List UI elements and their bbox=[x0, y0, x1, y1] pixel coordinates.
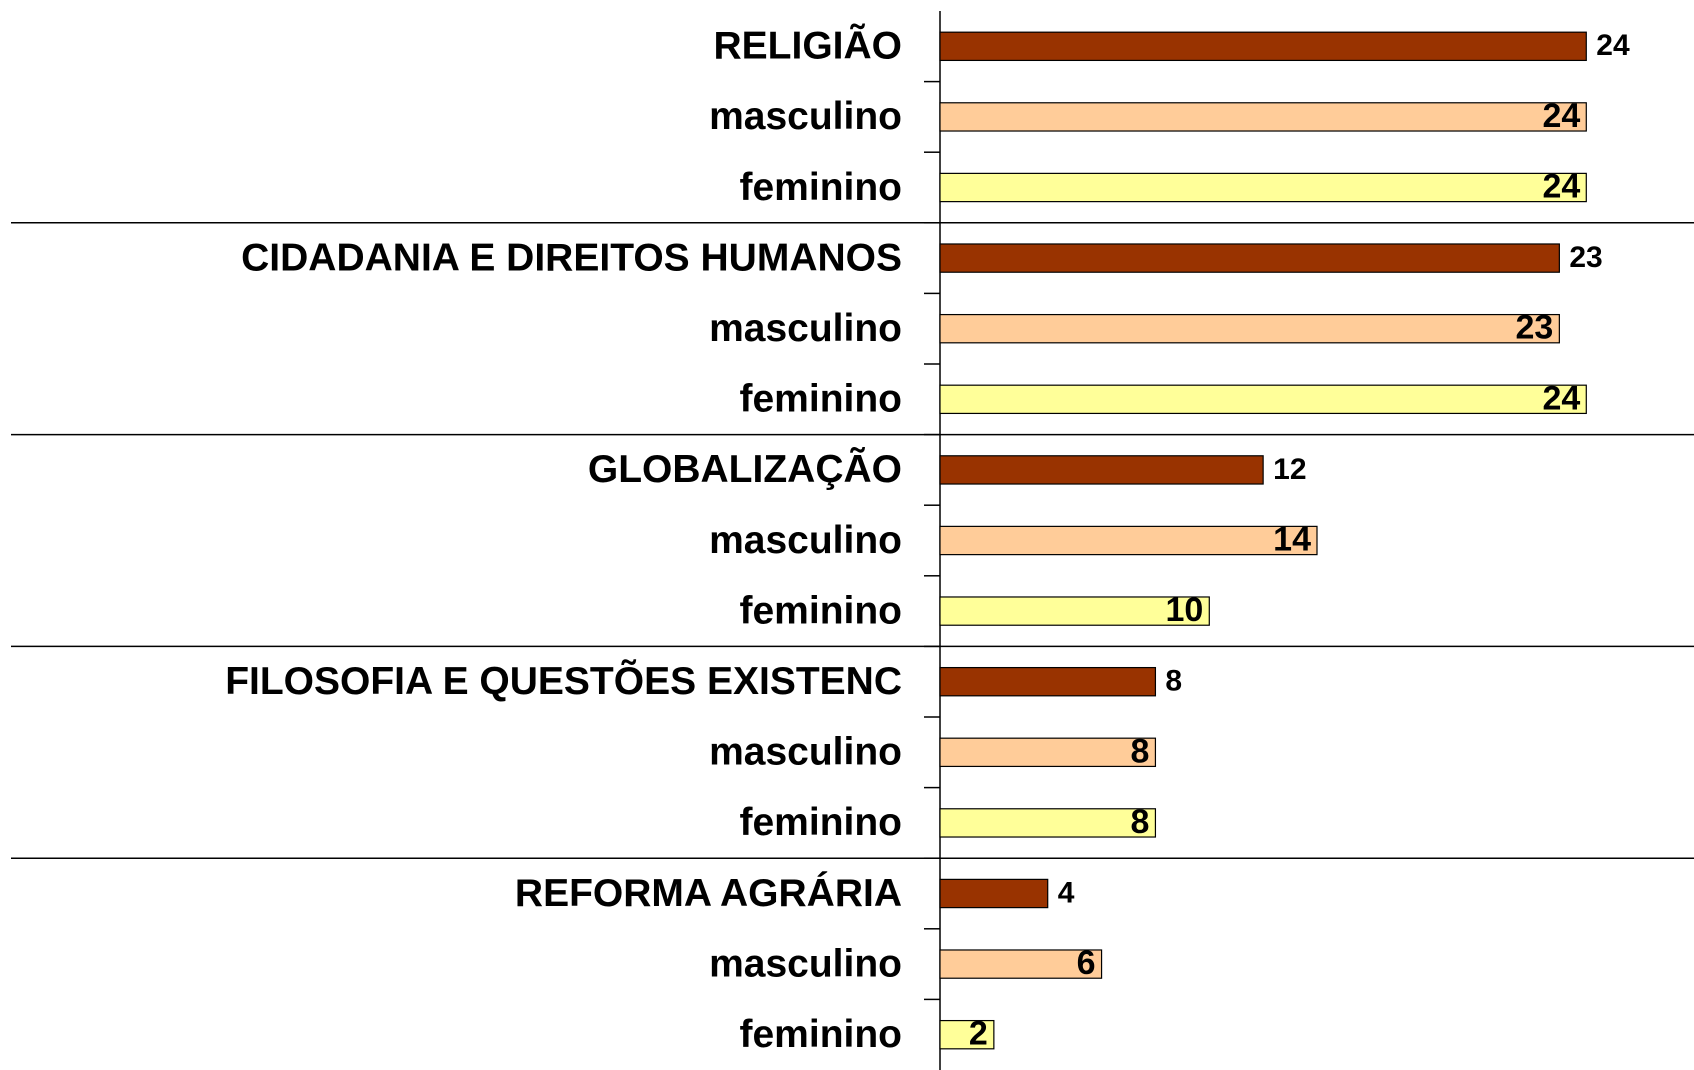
y-tick-label: CIDADANIA E DIREITOS HUMANOS bbox=[241, 236, 902, 279]
bar bbox=[939, 737, 1157, 768]
bar bbox=[939, 1019, 995, 1050]
bar bbox=[939, 808, 1157, 838]
value-label: 24 bbox=[1542, 379, 1580, 417]
value-label: 10 bbox=[1165, 591, 1203, 629]
y-tick-label: REFORMA AGRÁRIA bbox=[515, 871, 902, 915]
value-label: 14 bbox=[1273, 520, 1311, 558]
value-label: 23 bbox=[1516, 309, 1554, 347]
bar bbox=[939, 172, 1587, 203]
y-tick-label: masculino bbox=[709, 519, 902, 562]
bar bbox=[939, 949, 1103, 979]
bar bbox=[939, 31, 1587, 62]
y-tick-label: feminino bbox=[740, 378, 903, 421]
bar bbox=[939, 525, 1318, 556]
bar bbox=[939, 102, 1587, 132]
y-tick-label: masculino bbox=[709, 95, 902, 138]
value-label: 6 bbox=[1077, 944, 1096, 982]
bar bbox=[939, 596, 1210, 626]
y-tick-label: feminino bbox=[740, 1013, 903, 1056]
bar bbox=[939, 313, 1560, 344]
bar bbox=[939, 666, 1157, 697]
value-label: 8 bbox=[1131, 803, 1150, 841]
bar bbox=[939, 243, 1560, 273]
value-label: 24 bbox=[1542, 97, 1580, 135]
y-tick-label: feminino bbox=[740, 801, 903, 844]
y-tick-label: feminino bbox=[740, 166, 903, 209]
bar bbox=[939, 384, 1587, 415]
value-label: 24 bbox=[1596, 29, 1630, 62]
y-tick-label: masculino bbox=[709, 942, 902, 985]
y-tick-label: masculino bbox=[709, 307, 902, 350]
bar bbox=[939, 878, 1049, 909]
value-label: 12 bbox=[1273, 453, 1306, 486]
y-tick-label: masculino bbox=[709, 731, 902, 774]
y-tick-label: FILOSOFIA E QUESTÕES EXISTENC bbox=[225, 659, 902, 703]
value-label: 8 bbox=[1131, 732, 1150, 770]
value-label: 2 bbox=[969, 1015, 988, 1053]
bar bbox=[939, 455, 1264, 485]
y-tick-label: GLOBALIZAÇÃO bbox=[588, 447, 902, 491]
value-label: 4 bbox=[1058, 876, 1075, 909]
y-tick-label: feminino bbox=[740, 589, 903, 632]
value-label: 24 bbox=[1542, 167, 1580, 205]
value-label: 8 bbox=[1165, 665, 1182, 698]
value-label: 23 bbox=[1569, 241, 1602, 274]
y-tick-label: RELIGIÃO bbox=[713, 24, 902, 68]
